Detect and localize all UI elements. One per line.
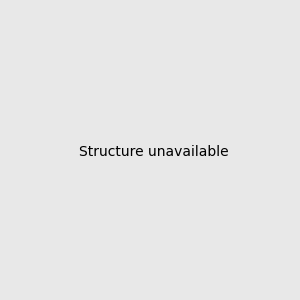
Text: Structure unavailable: Structure unavailable [79, 145, 229, 158]
